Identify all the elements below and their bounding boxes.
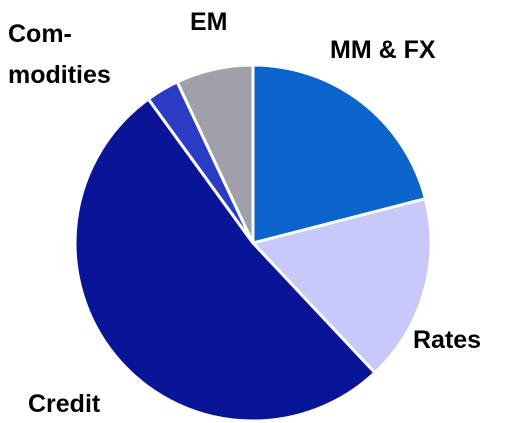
slice-label: Credit [28, 390, 101, 418]
slice-label: EM [190, 8, 228, 36]
pie-slice [250, 196, 433, 375]
slice-label: Rates [413, 326, 482, 354]
pie-slice [251, 63, 428, 245]
pie-slice [175, 63, 255, 244]
slice-label: MM & FX [330, 36, 436, 64]
slice-label: Com- modities [8, 20, 111, 89]
pie-slice [73, 96, 377, 423]
